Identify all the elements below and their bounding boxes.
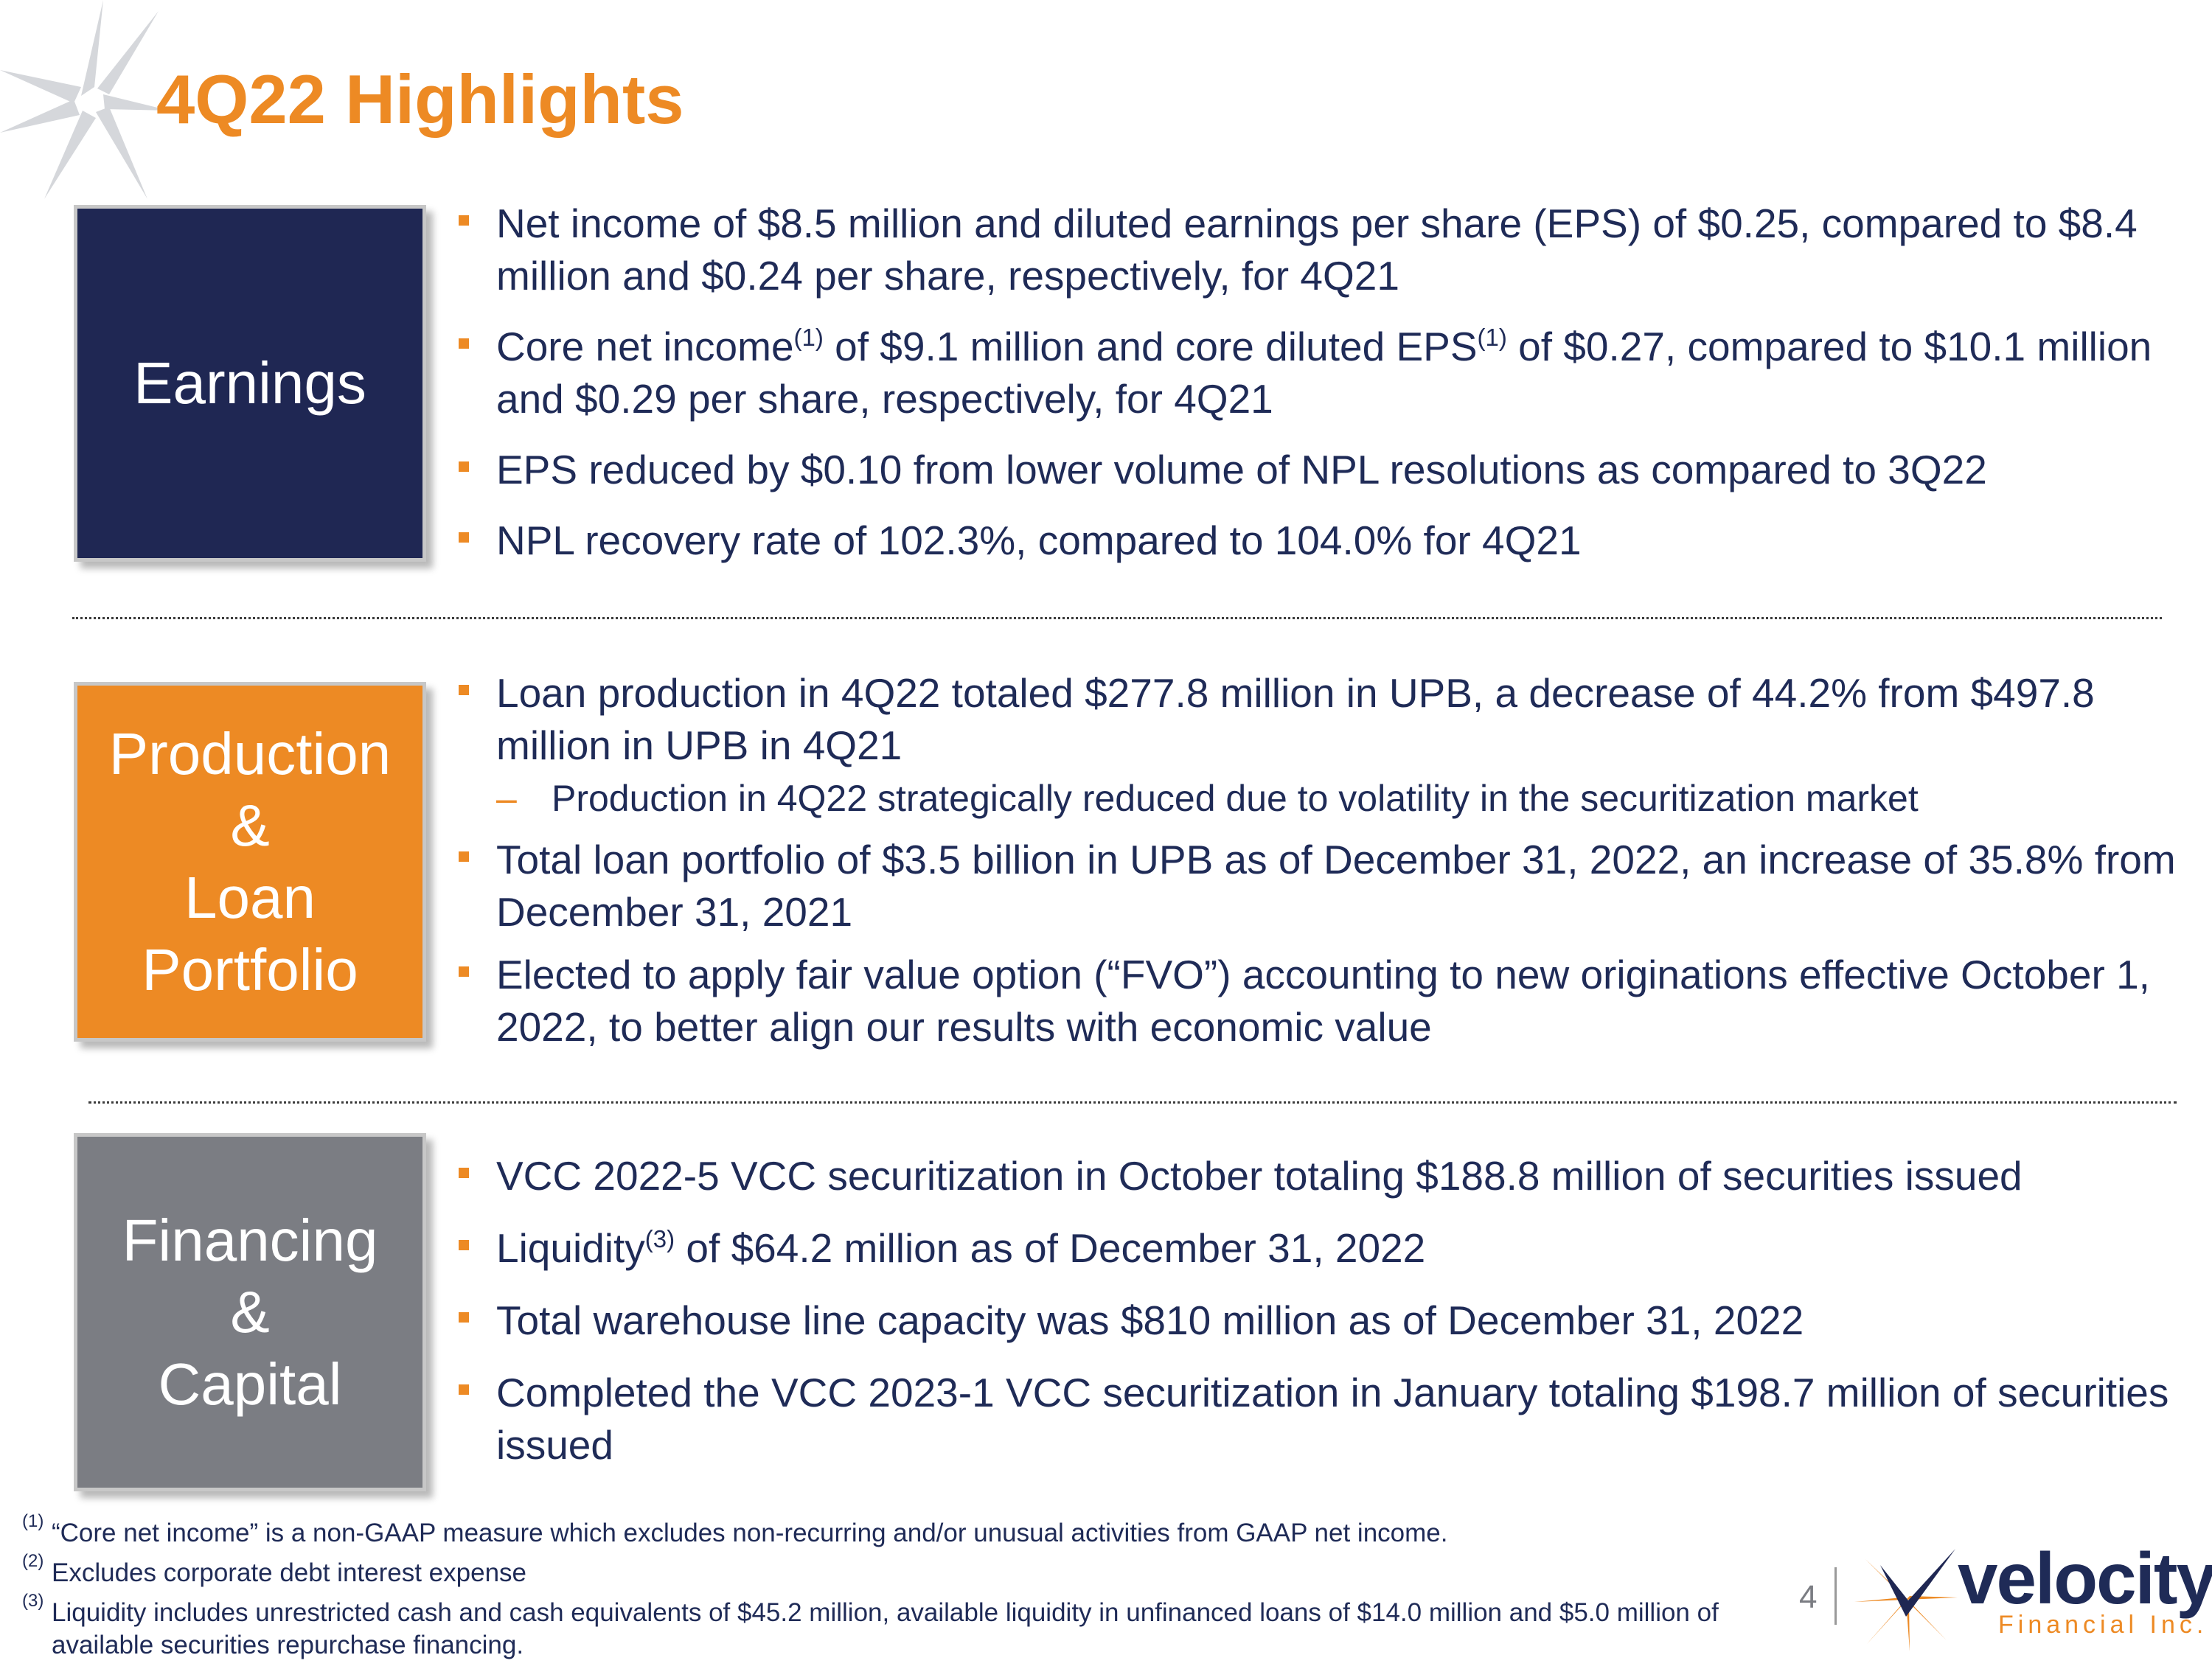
- bullet-text: NPL recovery rate of 102.3%, compared to…: [496, 518, 1582, 563]
- footnote-ref: (1): [1477, 324, 1507, 351]
- list-item: Loan production in 4Q22 totaled $277.8 m…: [457, 667, 2212, 772]
- section-divider: [72, 617, 2162, 619]
- footnote-text: “Core net income” is a non-GAAP measure …: [52, 1519, 1448, 1547]
- bullet-square-icon: [459, 532, 469, 543]
- bullet-text: of $9.1 million and core diluted EPS: [823, 324, 1478, 369]
- page-title: 4Q22 Highlights: [156, 60, 684, 138]
- bullet-square-icon: [459, 1168, 469, 1178]
- decorative-star-icon: [0, 0, 170, 199]
- production-bullet-list: Loan production in 4Q22 totaled $277.8 m…: [457, 667, 2212, 1064]
- production-category-box: Production & Loan Portfolio: [74, 682, 426, 1042]
- footnote-ref: (1): [793, 324, 824, 351]
- bullet-square-icon: [459, 851, 469, 862]
- bullet-text: Net income of $8.5 million and diluted e…: [496, 201, 2138, 299]
- earnings-label: Earnings: [133, 350, 366, 417]
- bullet-text: Loan production in 4Q22 totaled $277.8 m…: [496, 670, 2095, 768]
- velocity-logo-icon: [1854, 1549, 1958, 1651]
- bullet-square-icon: [459, 1312, 469, 1323]
- logo-wordmark: velocity: [1958, 1538, 2212, 1619]
- footnote-mark: (2): [22, 1551, 44, 1571]
- bullet-text: Core net income: [496, 324, 794, 369]
- bullet-square-icon: [459, 1240, 469, 1250]
- bullet-text: of $0.27, compared to $10.1 million and …: [496, 324, 2152, 422]
- dash-icon: –: [496, 778, 517, 819]
- list-item: Net income of $8.5 million and diluted e…: [457, 198, 2205, 302]
- bullet-text: Total warehouse line capacity was $810 m…: [496, 1297, 1804, 1343]
- footnote: (1) “Core net income” is a non-GAAP meas…: [22, 1513, 1762, 1550]
- list-item: NPL recovery rate of 102.3%, compared to…: [457, 515, 2205, 567]
- list-item: Total warehouse line capacity was $810 m…: [457, 1295, 2190, 1347]
- footnotes: (1) “Core net income” is a non-GAAP meas…: [22, 1513, 1762, 1669]
- footnote: (2) Excludes corporate debt interest exp…: [22, 1553, 1762, 1589]
- earnings-bullet-list: Net income of $8.5 million and diluted e…: [457, 198, 2205, 585]
- bullet-square-icon: [459, 215, 469, 226]
- bullet-text: Total loan portfolio of $3.5 billion in …: [496, 837, 2176, 935]
- bullet-square-icon: [459, 338, 469, 349]
- logo-subtitle: Financial Inc.: [1998, 1611, 2208, 1639]
- bullet-text: Completed the VCC 2023-1 VCC securitizat…: [496, 1370, 2169, 1468]
- production-label: Production & Loan Portfolio: [108, 720, 392, 1003]
- bullet-text: VCC 2022-5 VCC securitization in October…: [496, 1153, 2023, 1199]
- earnings-category-box: Earnings: [74, 205, 426, 562]
- list-item: Completed the VCC 2023-1 VCC securitizat…: [457, 1367, 2190, 1471]
- bullet-square-icon: [459, 966, 469, 977]
- list-item: Total loan portfolio of $3.5 billion in …: [457, 834, 2212, 938]
- bullet-text: of $64.2 million as of December 31, 2022: [675, 1225, 1426, 1271]
- list-item: Elected to apply fair value option (“FVO…: [457, 949, 2212, 1053]
- footnote-text: Liquidity includes unrestricted cash and…: [52, 1598, 1719, 1659]
- footnote-mark: (3): [22, 1591, 44, 1611]
- list-item: VCC 2022-5 VCC securitization in October…: [457, 1150, 2190, 1202]
- bullet-square-icon: [459, 685, 469, 695]
- financing-label: Financing & Capital: [122, 1207, 378, 1417]
- sub-list-item: – Production in 4Q22 strategically reduc…: [457, 775, 2212, 822]
- footnote-text: Excludes corporate debt interest expense: [52, 1558, 526, 1587]
- footnote-ref: (3): [644, 1225, 675, 1252]
- financing-category-box: Financing & Capital: [74, 1133, 426, 1491]
- page-number: 4: [1799, 1579, 1818, 1615]
- list-item: Liquidity(3) of $64.2 million as of Dece…: [457, 1222, 2190, 1275]
- bullet-square-icon: [459, 461, 469, 472]
- list-item: Core net income(1) of $9.1 million and c…: [457, 321, 2205, 425]
- bullet-text: Liquidity: [496, 1225, 645, 1271]
- section-divider: [88, 1101, 2177, 1104]
- list-item: EPS reduced by $0.10 from lower volume o…: [457, 444, 2205, 496]
- sub-bullet-text: Production in 4Q22 strategically reduced…: [552, 778, 1919, 819]
- page-number-separator: [1834, 1567, 1837, 1625]
- bullet-text: Elected to apply fair value option (“FVO…: [496, 952, 2150, 1050]
- footnote-mark: (1): [22, 1511, 44, 1531]
- financing-bullet-list: VCC 2022-5 VCC securitization in October…: [457, 1150, 2190, 1491]
- bullet-text: EPS reduced by $0.10 from lower volume o…: [496, 447, 1987, 492]
- footnote: (3) Liquidity includes unrestricted cash…: [22, 1592, 1762, 1662]
- bullet-square-icon: [459, 1384, 469, 1395]
